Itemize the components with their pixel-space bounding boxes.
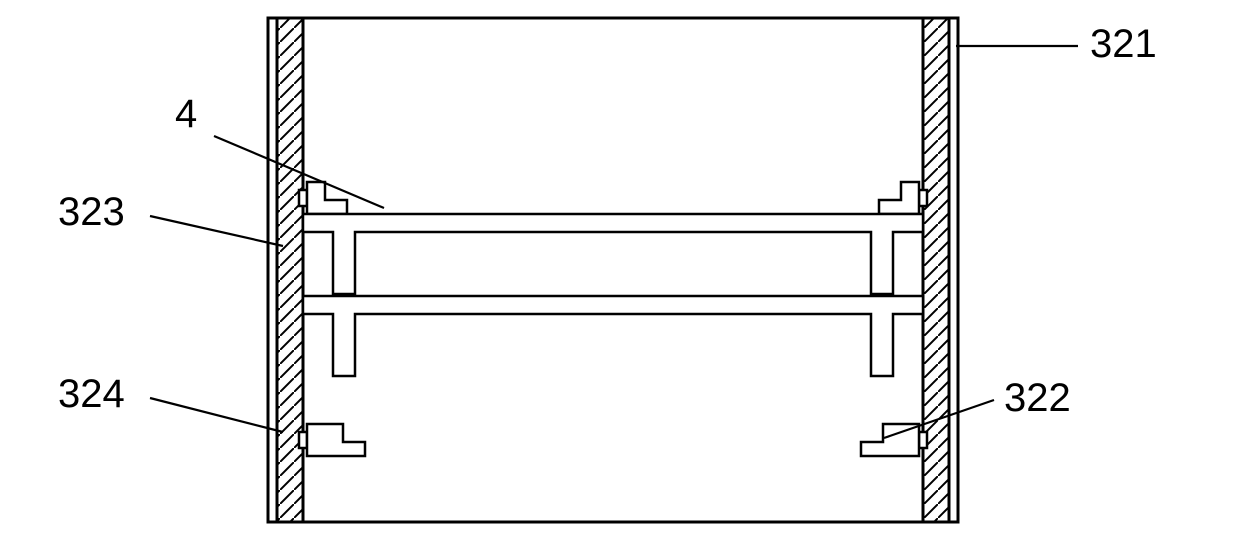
technical-diagram: [0, 0, 1239, 534]
